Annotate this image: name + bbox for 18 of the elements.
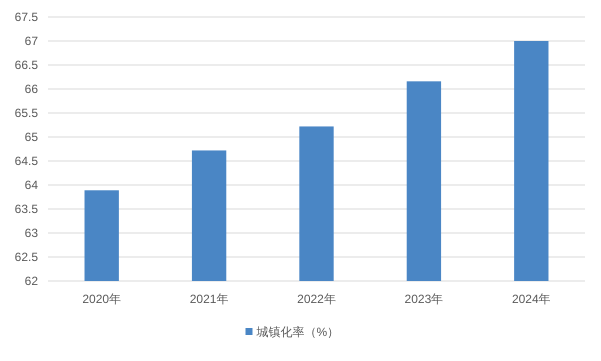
y-tick-label: 63 [24, 226, 38, 240]
legend-label: 城镇化率（%） [256, 325, 340, 339]
y-tick-label: 65 [24, 130, 38, 144]
y-tick-label: 65.5 [14, 106, 38, 120]
y-tick-label: 62 [24, 274, 38, 288]
y-tick-label: 62.5 [14, 250, 38, 264]
y-tick-label: 63.5 [14, 202, 38, 216]
y-tick-label: 64 [24, 178, 38, 192]
y-tick-label: 66.5 [14, 58, 38, 72]
x-tick-label: 2023年 [404, 292, 444, 306]
x-tick-label: 2022年 [297, 292, 336, 306]
x-tick-label: 2021年 [190, 292, 228, 306]
y-tick-label: 67.5 [14, 10, 38, 24]
y-tick-label: 64.5 [14, 154, 38, 168]
x-tick-label: 2020年 [82, 292, 122, 306]
x-tick-label: 2024年 [512, 292, 551, 306]
y-tick-label: 67 [24, 34, 38, 48]
y-tick-label: 66 [24, 82, 38, 96]
